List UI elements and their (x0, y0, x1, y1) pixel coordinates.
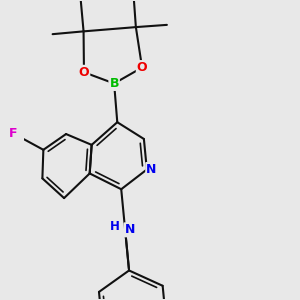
Text: F: F (8, 127, 17, 140)
Text: N: N (146, 163, 157, 176)
Text: N: N (124, 223, 135, 236)
Text: B: B (110, 77, 119, 90)
Text: O: O (79, 66, 89, 79)
Text: H: H (110, 220, 120, 233)
Text: O: O (137, 61, 147, 74)
